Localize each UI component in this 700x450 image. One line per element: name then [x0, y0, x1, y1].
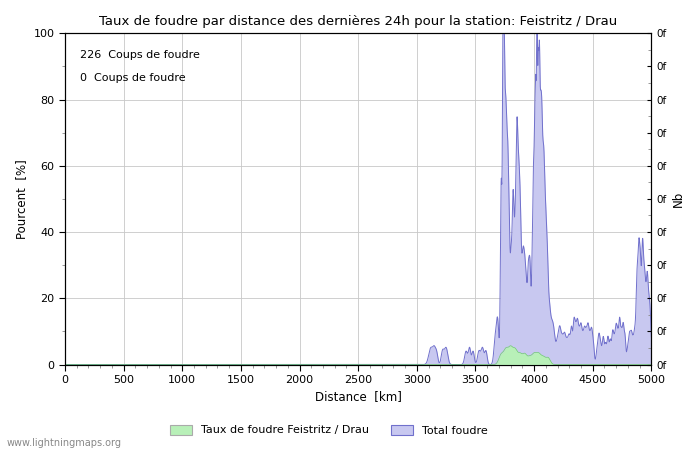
Y-axis label: Pourcent  [%]: Pourcent [%] — [15, 159, 28, 239]
Text: www.lightningmaps.org: www.lightningmaps.org — [7, 438, 122, 448]
Legend: Taux de foudre Feistritz / Drau, Total foudre: Taux de foudre Feistritz / Drau, Total f… — [165, 420, 493, 440]
Title: Taux de foudre par distance des dernières 24h pour la station: Feistritz / Drau: Taux de foudre par distance des dernière… — [99, 15, 617, 28]
Y-axis label: Nb: Nb — [672, 191, 685, 207]
Text: 226  Coups de foudre: 226 Coups de foudre — [80, 50, 200, 60]
X-axis label: Distance  [km]: Distance [km] — [315, 391, 402, 404]
Text: 0  Coups de foudre: 0 Coups de foudre — [80, 73, 186, 83]
